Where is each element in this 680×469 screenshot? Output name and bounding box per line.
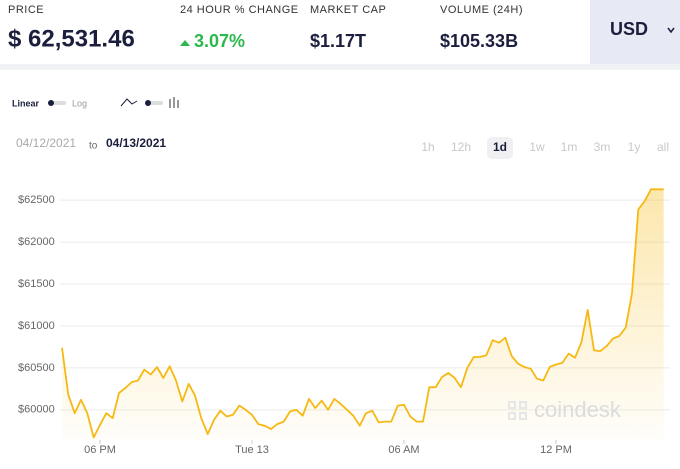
scale-log[interactable]: Log [72,98,87,108]
y-tick-label: $62500 [18,194,55,206]
stat-label: VOLUME (24H) [440,4,523,16]
logo-square [508,412,516,420]
range-button[interactable]: 1h [421,140,434,154]
logo-square [519,401,527,409]
y-tick-label: $61000 [18,320,55,332]
stat-label: MARKET CAP [310,4,386,16]
line-icon[interactable] [120,98,138,107]
range-button[interactable]: 3m [594,140,611,154]
price-line [61,188,664,439]
range-selected-bg[interactable] [487,137,513,159]
header-divider [0,64,680,70]
toggle-knob[interactable] [145,100,151,106]
logo-square [519,412,527,420]
currency-button[interactable]: USD [590,0,680,64]
range-button[interactable]: 1w [529,140,545,154]
range-button[interactable]: all [657,140,669,154]
y-tick-label: $62000 [18,236,55,248]
date-from[interactable]: 04/12/2021 [16,136,76,150]
range-button[interactable]: 1y [628,140,641,154]
scale-linear[interactable]: Linear [12,98,40,108]
candle-icon[interactable] [169,97,179,108]
toggle-knob[interactable] [48,100,54,106]
currency-bg[interactable] [590,0,680,64]
x-tick-label: 06 PM [84,444,116,456]
date-sep: to [89,141,98,152]
x-tick-label: 06 AM [388,444,419,456]
stat-value: 3.07% [194,31,245,51]
caret [667,27,675,34]
x-tick-label: 12 PM [540,444,572,456]
up-arrow [180,40,190,46]
watermark: coindesk [508,397,622,422]
date-to[interactable]: 04/13/2021 [106,136,166,150]
range-button[interactable]: 1d [493,140,507,154]
currency[interactable]: USD [610,19,648,39]
x-tick-label: Tue 13 [235,444,269,456]
y-tick-label: $60500 [18,362,55,374]
stat-value: $ 62,531.46 [8,25,135,52]
stat-label: 24 HOUR % CHANGE [180,4,299,16]
y-tick-label: $61500 [18,278,55,290]
area-fill [62,189,664,440]
range-button[interactable]: 1m [561,140,578,154]
stat-value: $1.17T [310,31,366,51]
watermark-text: coindesk [534,397,622,422]
range-button[interactable]: 12h [451,140,471,154]
stat-label: PRICE [8,4,44,16]
y-tick-label: $60000 [18,404,55,416]
stat-value: $105.33B [440,31,518,51]
logo-square [508,401,516,409]
